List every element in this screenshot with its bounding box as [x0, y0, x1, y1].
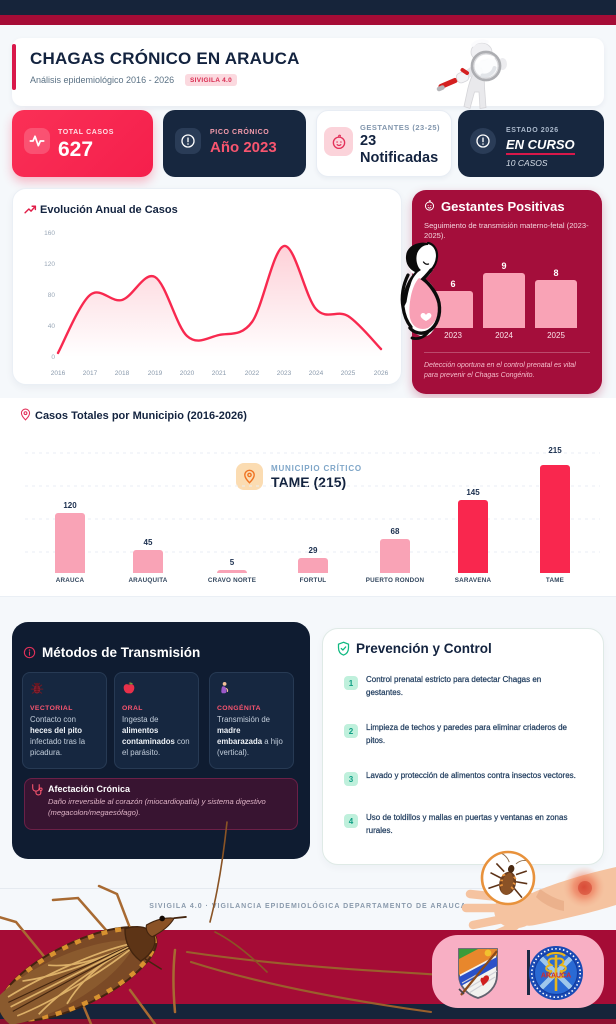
svg-text:40: 40 — [48, 323, 56, 330]
svg-text:80: 80 — [48, 292, 56, 299]
svg-text:2016: 2016 — [51, 370, 66, 377]
svg-text:120: 120 — [44, 261, 55, 268]
svg-text:2023: 2023 — [277, 370, 292, 377]
svg-text:2026: 2026 — [374, 370, 389, 377]
svg-text:2022: 2022 — [245, 370, 260, 377]
svg-text:2025: 2025 — [341, 370, 356, 377]
svg-text:2017: 2017 — [83, 370, 98, 377]
svg-text:0: 0 — [51, 354, 55, 361]
svg-text:2021: 2021 — [212, 370, 227, 377]
svg-text:2024: 2024 — [309, 370, 324, 377]
svg-text:2020: 2020 — [180, 370, 195, 377]
svg-text:160: 160 — [44, 230, 55, 237]
svg-text:2018: 2018 — [115, 370, 130, 377]
svg-text:ARAUCA: ARAUCA — [541, 973, 571, 980]
svg-text:2019: 2019 — [148, 370, 163, 377]
